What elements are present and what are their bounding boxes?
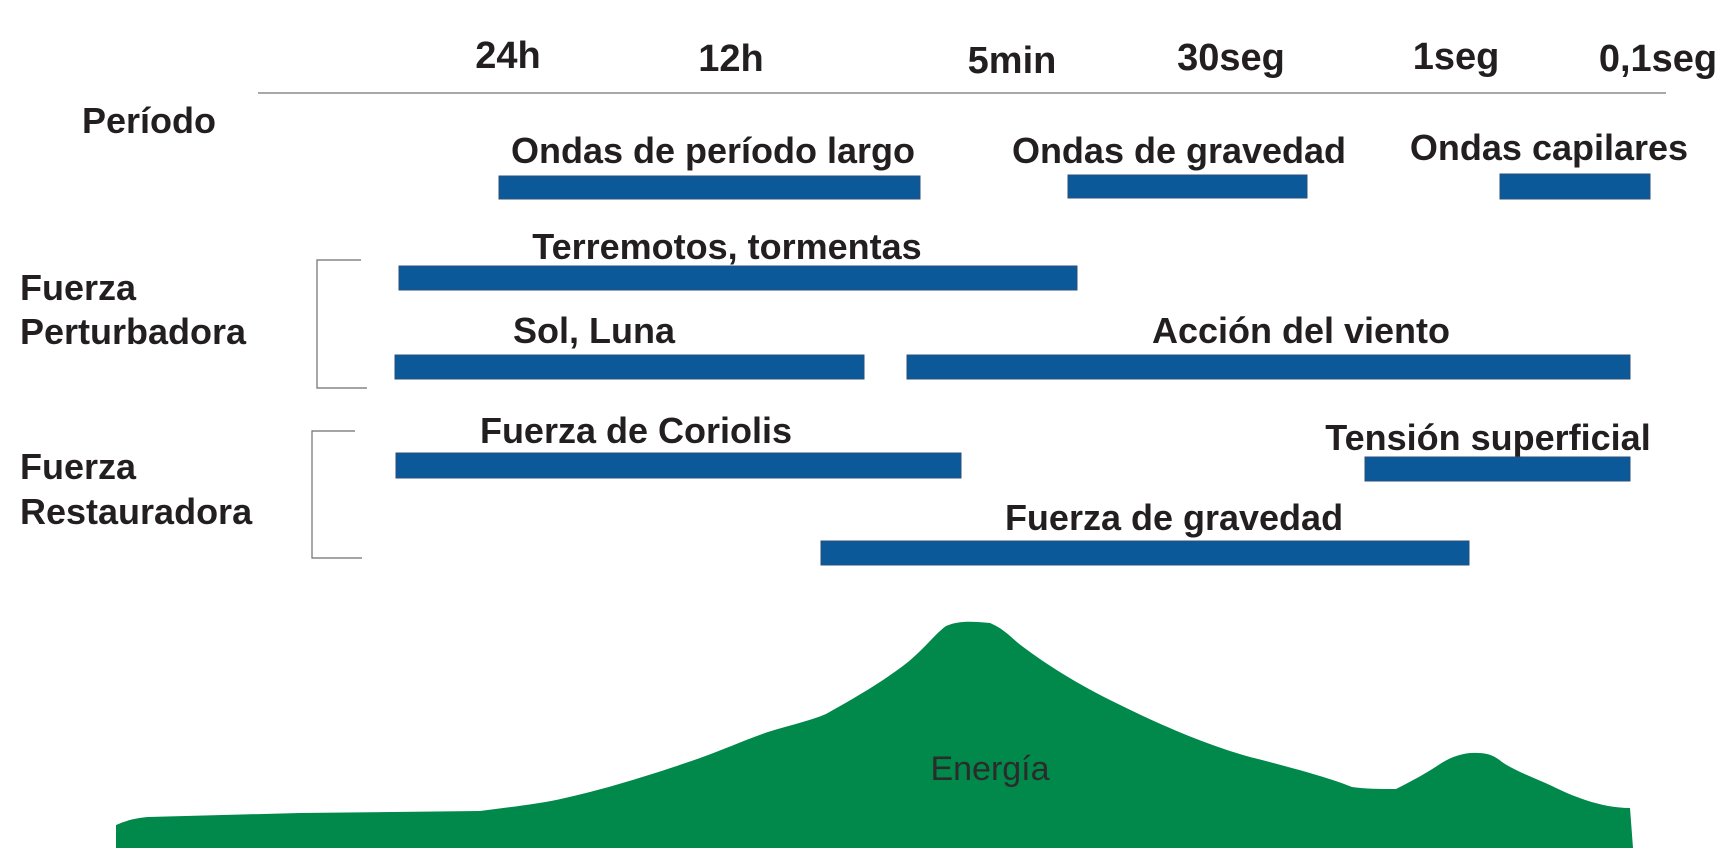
bar-tension-superficial — [1364, 456, 1631, 482]
restoring-forces-group: Fuerza de Coriolis Tensión superficial F… — [395, 410, 1651, 566]
bar-ondas-periodo-largo — [498, 175, 921, 200]
energy-area: Energía — [116, 621, 1633, 848]
bar-label-fuerza-coriolis: Fuerza de Coriolis — [480, 410, 792, 451]
bar-label-tension-superficial: Tensión superficial — [1325, 417, 1650, 458]
bar-ondas-capilares — [1499, 173, 1651, 200]
period-row-label: Período — [82, 100, 216, 141]
energy-label: Energía — [930, 750, 1049, 788]
bar-label-ondas-gravedad: Ondas de gravedad — [1012, 130, 1346, 171]
period-tick-5min: 5min — [968, 40, 1057, 82]
disturbing-forces-group: Terremotos, tormentas Sol, Luna Acción d… — [394, 226, 1631, 380]
restoring-force-bracket — [311, 430, 362, 559]
bar-label-ondas-capilares: Ondas capilares — [1410, 127, 1688, 168]
period-scale: 24h 12h 5min 30seg 1seg 0,1seg — [258, 35, 1717, 94]
bar-label-accion-viento: Acción del viento — [1152, 310, 1450, 351]
energy-curve — [116, 621, 1633, 848]
period-tick-0-1seg: 0,1seg — [1599, 38, 1717, 80]
period-tick-24h: 24h — [475, 35, 540, 77]
bar-sol-luna — [394, 354, 865, 380]
bar-ondas-gravedad — [1067, 174, 1308, 199]
period-tick-12h: 12h — [698, 38, 763, 80]
bar-terremotos-tormentas — [398, 265, 1078, 291]
bar-label-sol-luna: Sol, Luna — [513, 310, 676, 351]
restoring-force-label-line1: Fuerza — [20, 446, 137, 487]
bar-label-ondas-periodo-largo: Ondas de período largo — [511, 130, 915, 171]
bar-fuerza-coriolis — [395, 452, 962, 479]
disturbing-force-bracket — [316, 259, 367, 389]
period-tick-30seg: 30seg — [1177, 37, 1285, 79]
bar-label-terremotos-tormentas: Terremotos, tormentas — [532, 226, 921, 267]
disturbing-force-label-line1: Fuerza — [20, 267, 137, 308]
restoring-force-label-line2: Restauradora — [20, 491, 253, 532]
bar-label-fuerza-gravedad: Fuerza de gravedad — [1005, 497, 1343, 538]
bar-fuerza-gravedad — [820, 540, 1470, 566]
bar-accion-viento — [906, 354, 1631, 380]
period-tick-1seg: 1seg — [1413, 36, 1500, 78]
disturbing-force-label-line2: Perturbadora — [20, 311, 247, 352]
wave-types-row: Ondas de período largo Ondas de gravedad… — [498, 127, 1688, 200]
